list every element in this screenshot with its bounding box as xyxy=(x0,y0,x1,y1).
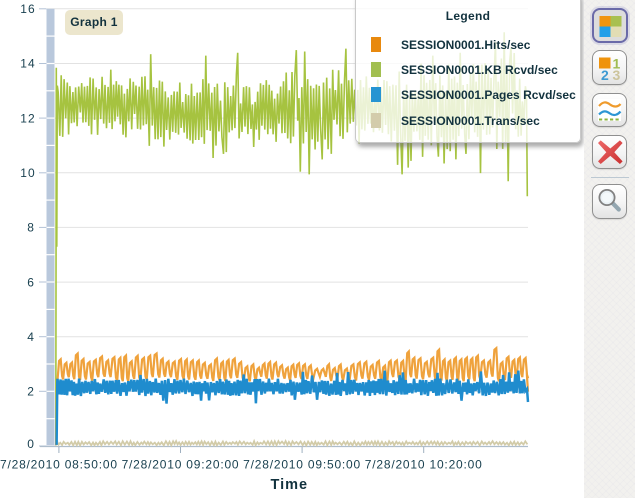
svg-text:3: 3 xyxy=(613,67,621,83)
svg-text:7/28/2010 09:50:00: 7/28/2010 09:50:00 xyxy=(243,458,361,472)
svg-text:Time: Time xyxy=(271,477,309,493)
svg-text:1: 1 xyxy=(613,56,621,72)
svg-text:14: 14 xyxy=(20,57,35,71)
svg-text:7/28/2010 09:20:00: 7/28/2010 09:20:00 xyxy=(122,458,240,472)
svg-text:10: 10 xyxy=(20,166,35,180)
svg-text:7/28/2010 08:50:00: 7/28/2010 08:50:00 xyxy=(0,458,118,472)
svg-text:2: 2 xyxy=(27,385,35,399)
svg-text:12: 12 xyxy=(20,111,35,125)
svg-text:0: 0 xyxy=(27,437,35,451)
svg-text:4: 4 xyxy=(27,330,35,344)
svg-text:7/28/2010 10:20:00: 7/28/2010 10:20:00 xyxy=(365,458,483,472)
svg-text:8: 8 xyxy=(27,221,35,235)
svg-text:2: 2 xyxy=(601,67,609,83)
svg-text:16: 16 xyxy=(20,2,35,16)
svg-text:6: 6 xyxy=(27,275,35,289)
